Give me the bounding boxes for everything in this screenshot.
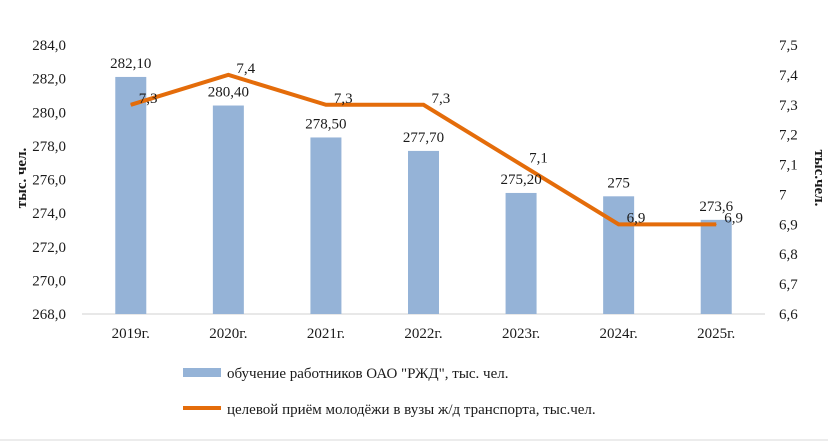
axes-layer: 268,0 270,0 272,0 274,0 276,0 278,0 280,0 282,0…	[32, 38, 798, 342]
y-axis-left-title: тыс. чел.	[14, 147, 30, 208]
line-data-label: 6,9	[724, 210, 743, 226]
x-tick-label: 2020г.	[209, 326, 247, 342]
bar-data-label: 275,20	[500, 172, 541, 188]
y-axis-right-title: тыс.чел.	[811, 150, 827, 207]
y-left-tick-label: 270,0	[32, 273, 66, 289]
y-right-tick-label: 6,7	[779, 277, 798, 293]
bars-layer	[115, 76, 732, 315]
y-right-tick-label: 7,2	[779, 128, 798, 144]
y-left-tick-label: 280,0	[32, 105, 66, 121]
y-left-tick-label: 274,0	[32, 206, 66, 222]
line-layer	[130, 72, 717, 227]
line-data-label: 6,9	[627, 210, 646, 226]
bar	[700, 219, 732, 314]
x-tick-label: 2024г.	[600, 326, 638, 342]
bar-data-label: 278,50	[305, 116, 346, 132]
line-data-label: 7,4	[236, 61, 255, 77]
y-left-tick-label: 268,0	[32, 307, 66, 323]
bar	[212, 105, 244, 315]
y-left-tick-label: 284,0	[32, 38, 66, 54]
y-right-tick-label: 7,1	[779, 158, 798, 174]
y-right-tick-label: 7,4	[779, 68, 798, 84]
bar	[115, 76, 147, 314]
x-tick-label: 2023г.	[502, 326, 540, 342]
y-right-tick-label: 6,8	[779, 247, 798, 263]
line-data-label: 7,3	[139, 91, 158, 107]
x-tick-label: 2021г.	[307, 326, 345, 342]
y-left-tick-label: 276,0	[32, 173, 66, 189]
line-data-label: 7,3	[432, 91, 451, 107]
legend-label-line: целевой приём молодёжи в вузы ж/д трансп…	[227, 402, 596, 418]
legend: обучение работников ОАО "РЖД", тыс. чел.…	[183, 366, 596, 418]
y-right-tick-label: 7,5	[779, 38, 798, 54]
x-tick-label: 2019г.	[112, 326, 150, 342]
y-right-tick-label: 6,6	[779, 307, 798, 323]
line-point	[130, 104, 132, 106]
line-point	[520, 164, 522, 166]
y-right-tick-label: 7,3	[779, 98, 798, 114]
y-right-tick-label: 7	[779, 187, 787, 203]
legend-label-bar: обучение работников ОАО "РЖД", тыс. чел.	[227, 366, 509, 382]
bar-data-label: 277,70	[403, 130, 444, 146]
bar	[505, 192, 537, 314]
line-point	[618, 223, 620, 225]
line-point	[325, 104, 327, 106]
line-point	[227, 74, 229, 76]
bar-data-label: 280,40	[208, 85, 249, 101]
legend-swatch-bar	[183, 368, 221, 377]
line-data-label: 7,3	[334, 91, 353, 107]
line-data-label: 7,1	[529, 151, 548, 167]
x-tick-label: 2022г.	[404, 326, 442, 342]
bar	[408, 150, 439, 314]
bar-data-label: 275	[607, 175, 630, 191]
y-left-tick-label: 278,0	[32, 139, 66, 155]
x-tick-label: 2025г.	[697, 326, 735, 342]
y-left-tick-label: 282,0	[32, 72, 66, 88]
y-right-tick-label: 6,9	[779, 217, 798, 233]
bar	[310, 137, 342, 314]
bar-data-label: 282,10	[110, 56, 151, 72]
data-labels-layer: 282,10 280,40 278,50 277,70 275,20 275 273,6 7,…	[110, 56, 743, 226]
y-left-tick-label: 272,0	[32, 240, 66, 256]
line-point	[423, 104, 424, 106]
line-point	[715, 223, 717, 225]
bar-data-label: 273,6	[699, 199, 733, 215]
